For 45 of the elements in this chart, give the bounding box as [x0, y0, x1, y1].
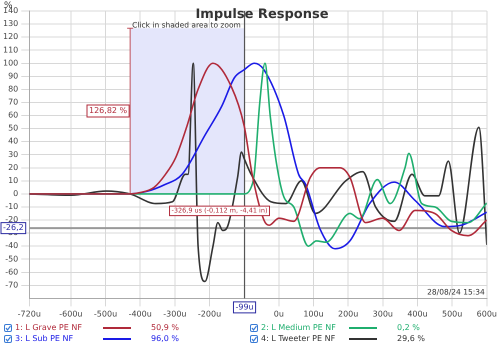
- x-tick-label: -400u: [128, 309, 152, 318]
- x-tick-label: 300u: [372, 309, 394, 318]
- y-tick-label: -20: [5, 215, 18, 224]
- text: 96,0 %: [151, 334, 179, 343]
- y-tick-label: -70: [5, 280, 18, 290]
- x-tick-label: -300u: [163, 309, 186, 318]
- x-tick-label: 500u: [442, 309, 462, 318]
- y-tick-label: 140: [2, 6, 18, 16]
- x-tick-label: -500u: [94, 309, 118, 318]
- text: 50,9 %: [151, 323, 179, 332]
- y-tick-label: 130: [2, 19, 18, 28]
- y-tick-label: -10: [5, 202, 18, 212]
- y-tick-label: -50: [5, 254, 18, 264]
- y-tick-label: 30: [8, 150, 18, 159]
- x-tick-label: -200u: [198, 309, 222, 318]
- y-tick-label: -40: [5, 241, 18, 250]
- y-tick-label: 80: [8, 84, 18, 94]
- annotation: 126,82 %: [89, 106, 128, 116]
- text: 4: L Tweeter PE NF: [261, 334, 336, 343]
- text: 29,6 %: [397, 334, 425, 343]
- y-tick-label: 10: [8, 176, 18, 185]
- y-tick-label: 70: [8, 98, 18, 107]
- y-tick-label: 0: [13, 188, 18, 198]
- x-tick-label: 400u: [407, 309, 428, 318]
- x-tick-label: 600u: [476, 309, 497, 318]
- x-tick-label: -600u: [59, 309, 82, 318]
- y-tick-label: 50: [8, 124, 18, 133]
- y-tick-label: 90: [8, 71, 18, 80]
- text: 2: L Medium PE NF: [261, 323, 337, 332]
- text: 1: L Grave PE NF: [15, 323, 83, 332]
- x-tick-label: 100u: [303, 309, 324, 318]
- text: 0,2 %: [397, 323, 420, 332]
- x-tick-label: 200u: [338, 309, 358, 318]
- y-tick-label: 60: [8, 110, 18, 120]
- x-tick-label: -720u: [18, 309, 41, 318]
- x-tick-label: 0u: [274, 309, 284, 318]
- y-tick-label: -60: [5, 267, 18, 276]
- y-tick-label: 120: [2, 32, 18, 42]
- y-tick-label: 20: [8, 162, 18, 172]
- ref-line-label: -99u: [235, 302, 254, 312]
- y-tick-label: 100: [2, 58, 18, 68]
- y-tick-label: 40: [8, 136, 18, 146]
- ref-line-label: -26,2: [3, 223, 24, 232]
- text: 3: L Sub PE NF: [15, 334, 74, 343]
- y-tick-label: 110: [2, 45, 18, 54]
